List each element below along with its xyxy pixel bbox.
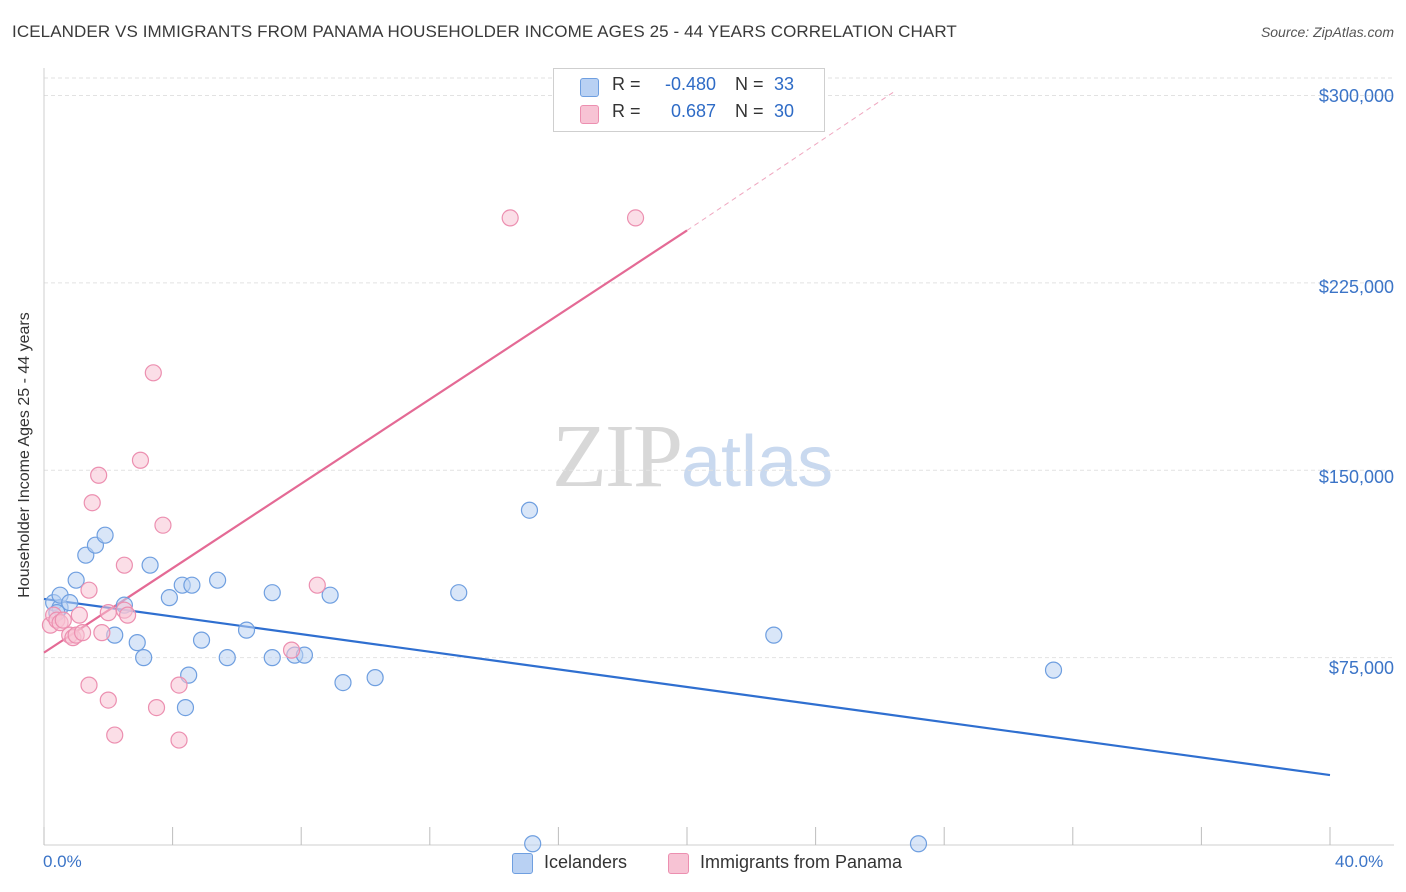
stats-n-value: 33: [774, 74, 795, 94]
y-tick-75000: $75,000: [1328, 658, 1394, 678]
point-panama: [144, 364, 162, 382]
point-icelanders: [176, 698, 195, 717]
point-icelanders: [209, 571, 227, 589]
point-icelanders: [263, 584, 281, 602]
point-panama: [99, 691, 117, 709]
point-icelanders: [160, 589, 178, 607]
trendline-panama: [43, 229, 688, 654]
point-icelanders: [183, 576, 201, 594]
legend-label: Immigrants from Panama: [700, 852, 903, 872]
legend-label: Icelanders: [544, 852, 628, 872]
point-icelanders: [321, 586, 339, 604]
point-icelanders: [334, 674, 352, 692]
point-icelanders: [450, 584, 468, 602]
x-tick-min: 0.0%: [43, 852, 82, 871]
legend-swatch-blue: [512, 853, 533, 874]
point-icelanders: [61, 594, 79, 612]
watermark-atlas: atlas: [681, 422, 834, 502]
watermark-zip: ZIP: [552, 407, 683, 506]
point-panama: [147, 698, 166, 717]
point-panama: [170, 676, 188, 694]
point-panama: [73, 624, 92, 642]
point-panama: [170, 731, 188, 749]
stats-row-icelanders: R = -0.480 N = 33: [554, 74, 824, 98]
y-tick-225000: $225,000: [1318, 277, 1394, 297]
stats-swatch-blue: [580, 78, 599, 97]
stats-row-panama: R = 0.687 N = 30: [554, 101, 824, 125]
point-panama: [282, 641, 301, 659]
point-icelanders: [765, 626, 783, 644]
point-icelanders: [524, 835, 542, 853]
x-tick-max: 40.0%: [1335, 852, 1384, 871]
point-icelanders: [67, 571, 85, 589]
legend-swatch-pink: [668, 853, 689, 874]
axes: [43, 68, 1394, 846]
stats-n-label: N =: [735, 74, 764, 94]
source-label: Source: ZipAtlas.com: [1260, 24, 1394, 40]
point-panama: [501, 209, 519, 227]
point-icelanders: [520, 501, 539, 519]
stats-n-value: 30: [774, 101, 795, 121]
point-panama: [154, 516, 172, 534]
data-points: [41, 209, 1063, 853]
point-panama: [54, 611, 72, 629]
stats-r-value: 0.687: [670, 101, 716, 121]
point-panama: [308, 576, 326, 594]
chart-title: ICELANDER VS IMMIGRANTS FROM PANAMA HOUS…: [12, 22, 957, 41]
point-panama: [131, 451, 150, 469]
point-panama: [80, 581, 98, 599]
stats-box: R = -0.480 N = 33 R = 0.687 N = 30: [553, 68, 825, 132]
stats-r-label: R =: [612, 74, 641, 94]
watermark: ZIPatlas: [552, 405, 833, 508]
point-panama: [90, 466, 108, 484]
point-icelanders: [909, 835, 928, 853]
point-panama: [83, 494, 101, 512]
trendline-icelanders: [43, 597, 1331, 777]
point-panama: [93, 624, 111, 642]
grid-lines: [44, 77, 1394, 659]
point-panama: [99, 604, 117, 622]
point-panama: [70, 606, 88, 624]
point-icelanders: [141, 556, 159, 574]
point-icelanders: [128, 634, 146, 652]
stats-n-label: N =: [735, 101, 764, 121]
point-icelanders: [1044, 661, 1063, 679]
stats-swatch-pink: [580, 105, 599, 124]
point-icelanders: [96, 526, 114, 544]
point-icelanders: [192, 631, 211, 649]
point-panama: [115, 556, 133, 574]
point-panama: [80, 676, 98, 694]
point-icelanders: [263, 649, 281, 667]
point-icelanders: [366, 669, 384, 687]
point-icelanders: [237, 621, 256, 639]
trend-lines: [43, 90, 1331, 777]
stats-r-value: -0.480: [664, 74, 716, 94]
trendline-panama-extension: [686, 90, 897, 231]
point-panama: [626, 209, 645, 227]
y-tick-150000: $150,000: [1318, 467, 1394, 487]
stats-r-label: R =: [612, 101, 641, 121]
y-tick-300000: $300,000: [1318, 86, 1394, 106]
point-panama: [118, 606, 137, 624]
point-panama: [106, 726, 124, 744]
point-icelanders: [218, 649, 236, 667]
point-icelanders: [135, 649, 153, 667]
